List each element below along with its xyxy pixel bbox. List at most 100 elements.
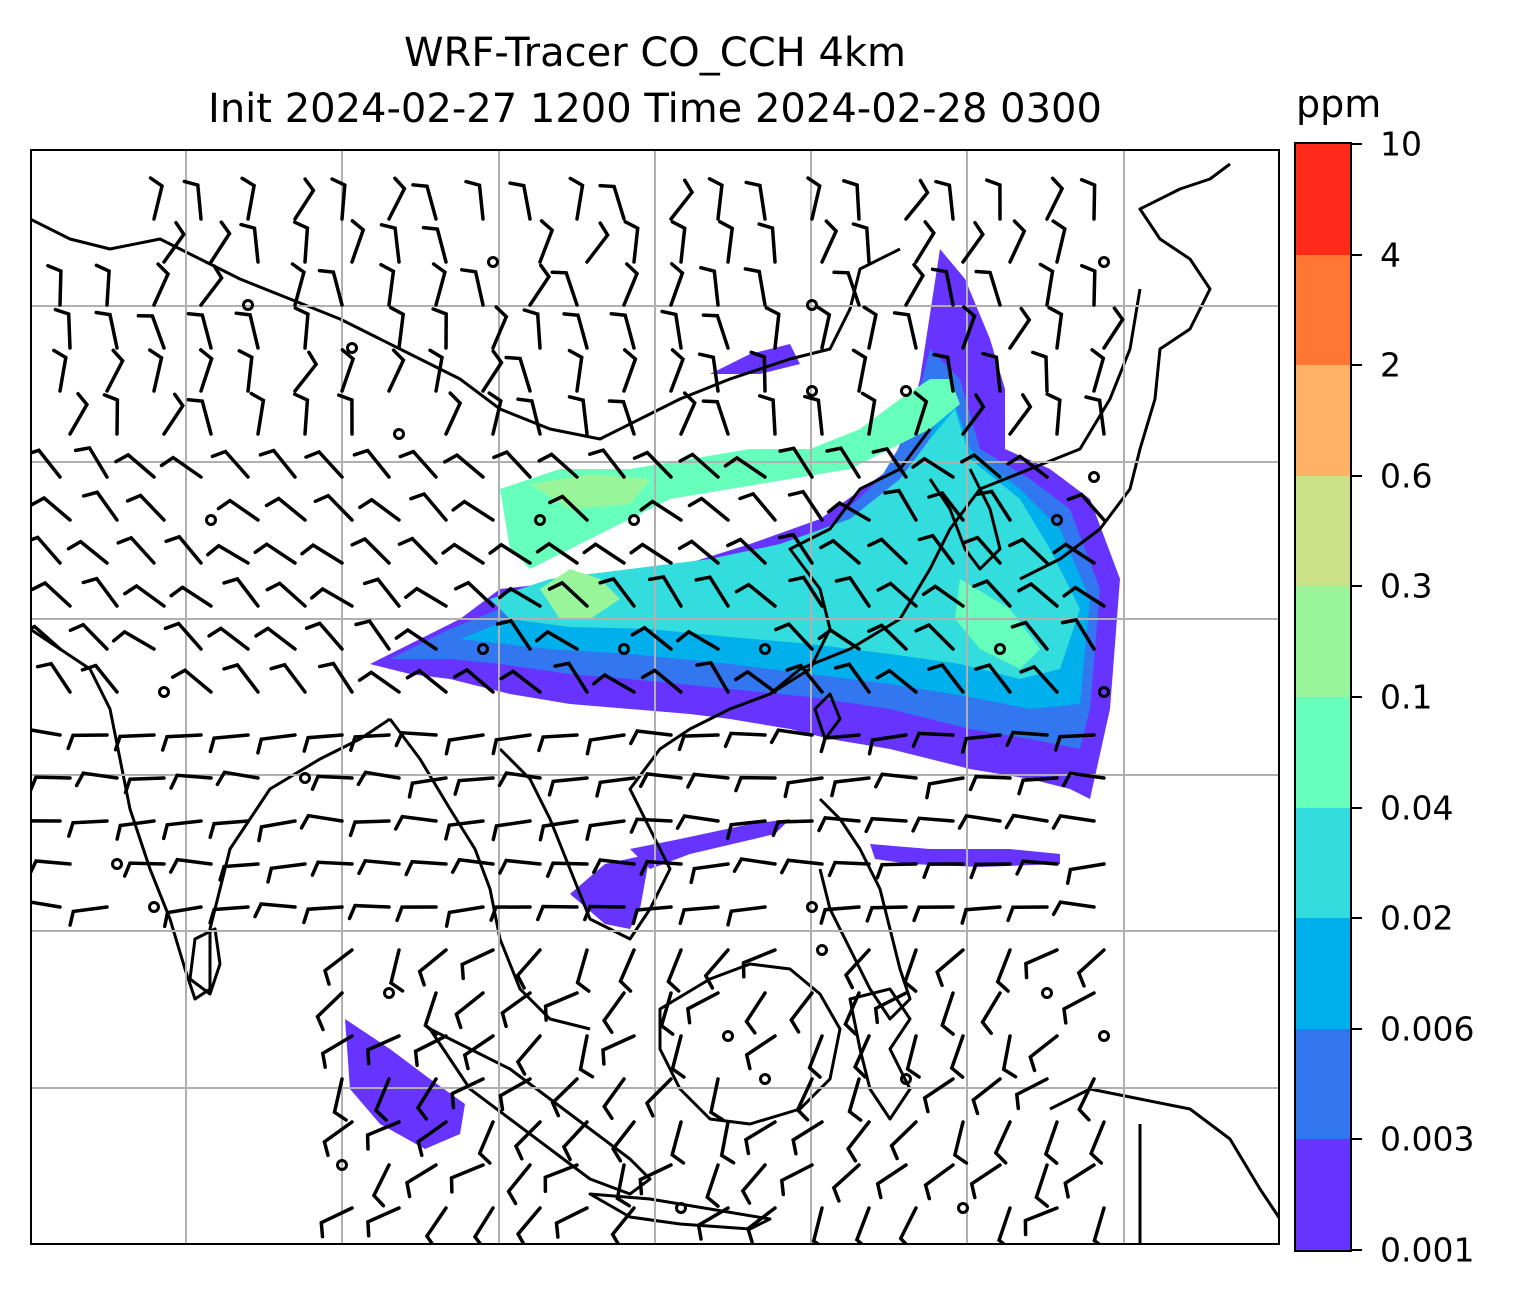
wind-barb (598, 576, 636, 608)
wind-barb (567, 395, 589, 436)
wind-barb (222, 662, 260, 694)
wind-barb (860, 391, 877, 436)
wind-barb (911, 816, 955, 833)
wind-barb (678, 905, 720, 926)
wind-barb (726, 537, 767, 565)
calm-wind-circle (618, 643, 630, 655)
wind-barb (30, 535, 62, 565)
wind-barb (431, 262, 447, 307)
wind-barb (1031, 350, 1049, 393)
colorbar-band-7 (1296, 365, 1350, 476)
wind-barb (694, 575, 730, 608)
wind-barb (169, 773, 213, 790)
wind-barb (423, 991, 438, 1036)
coastline-srilanka (188, 927, 222, 996)
wind-barb (393, 814, 438, 831)
calm-wind-circle (1051, 514, 1063, 526)
coastline-russia-north (30, 217, 901, 441)
wind-barb (825, 446, 861, 479)
wind-barb (409, 491, 448, 522)
colorbar-tick (1352, 806, 1362, 809)
tracer-map (30, 149, 1280, 1245)
wind-barb (269, 662, 307, 694)
wind-barb (609, 312, 636, 350)
wind-barb (1017, 581, 1059, 608)
wind-barb (639, 859, 683, 877)
wind-barb (867, 537, 908, 565)
calm-wind-circle (900, 1073, 912, 1085)
colorbar-tick (1352, 253, 1362, 256)
wind-barb (1034, 1163, 1050, 1208)
wind-barb (453, 580, 495, 608)
wind-barb (208, 819, 250, 839)
wind-barb (853, 1034, 871, 1079)
wind-barb (113, 733, 156, 752)
wind-barb (697, 352, 720, 393)
wind-barb (1053, 733, 1096, 752)
coastline-taiwan (813, 692, 842, 741)
wind-barb (387, 176, 407, 221)
wind-barb (993, 1120, 1012, 1165)
wind-barb (583, 904, 626, 922)
wind-barb (817, 816, 861, 833)
coastline-java (588, 1192, 772, 1231)
calm-wind-circle (1098, 1030, 1110, 1042)
wind-barb (122, 861, 166, 878)
wind-barb (161, 819, 203, 841)
wind-barb (769, 728, 814, 745)
wind-barb (136, 314, 166, 350)
coastline-china-east (769, 288, 1142, 696)
wind-barb (74, 771, 119, 788)
wind-barb (394, 730, 438, 748)
calm-wind-circle (806, 299, 818, 311)
wind-barb (413, 1034, 448, 1067)
wind-barb (66, 539, 109, 565)
wind-barb (373, 1077, 391, 1122)
wind-barb (610, 1206, 636, 1245)
wind-barb (68, 391, 90, 436)
wind-barb (601, 1034, 636, 1066)
wind-barb (170, 668, 213, 694)
plume-band-002 (490, 409, 1080, 679)
wind-barb (640, 668, 683, 694)
wind-barb (123, 776, 166, 795)
wind-barb (789, 991, 814, 1034)
wind-barb (815, 305, 832, 350)
wind-barb (795, 1077, 814, 1122)
wind-barb (972, 579, 1012, 608)
wind-barb (30, 775, 72, 792)
wind-barb (935, 948, 965, 988)
calm-wind-circle (994, 643, 1006, 655)
wind-barb (723, 455, 767, 479)
wind-barb (875, 668, 918, 694)
wind-barb (699, 265, 720, 307)
wind-barb (582, 542, 626, 565)
wind-barb (462, 1034, 495, 1071)
wind-barb (588, 448, 626, 479)
wind-barb (631, 905, 673, 926)
wind-barb (922, 1077, 955, 1114)
wind-barb (952, 1120, 969, 1165)
wind-barb (222, 576, 260, 608)
wind-barb (94, 263, 111, 307)
wind-barb (545, 861, 589, 878)
calm-wind-circle (158, 686, 170, 698)
wind-barb (405, 668, 448, 694)
wind-barb (976, 489, 1012, 522)
coastline-bay-bengal (388, 718, 591, 1031)
wind-barb (148, 176, 164, 221)
wind-barb (738, 491, 777, 522)
wind-barb (266, 862, 307, 884)
wind-barb (68, 905, 109, 927)
wind-barb (847, 1077, 863, 1122)
wind-barb (932, 352, 955, 393)
wind-barb (696, 1206, 730, 1241)
wind-barb (538, 219, 555, 264)
wind-barb (424, 1206, 448, 1245)
wind-barb (30, 859, 72, 876)
wind-barb (379, 223, 401, 264)
wind-barb (81, 576, 119, 608)
wind-barb (703, 948, 730, 990)
wind-barb (536, 904, 579, 922)
wind-barb (670, 1120, 686, 1165)
